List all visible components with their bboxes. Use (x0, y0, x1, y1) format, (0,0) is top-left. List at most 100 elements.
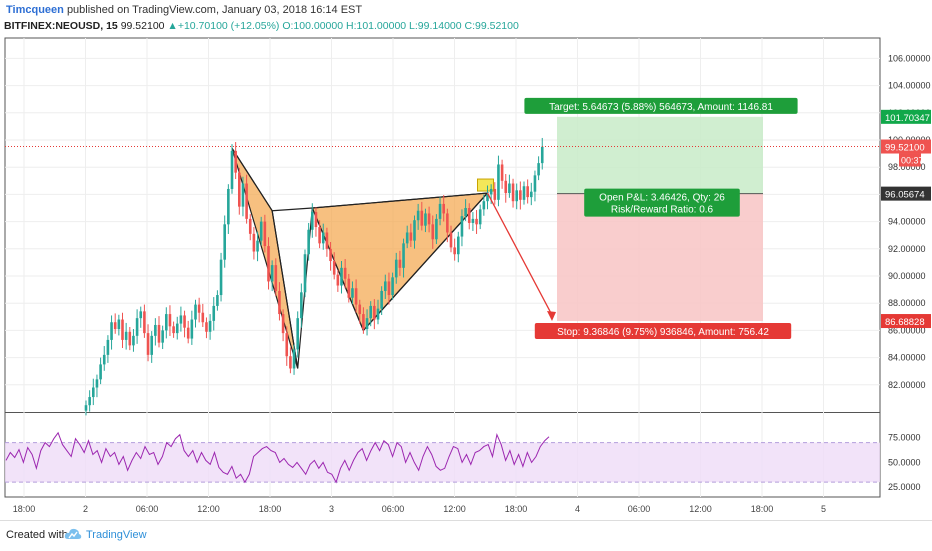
candle-body (278, 290, 281, 315)
candle-body (139, 311, 143, 319)
candle-body (223, 224, 226, 260)
x-tick-label: 18:00 (13, 504, 36, 514)
candle-body (453, 247, 456, 255)
candle-body (84, 405, 88, 411)
candle-body (168, 314, 172, 327)
candle-body (300, 292, 303, 319)
candle-body (351, 288, 354, 298)
candle-body (110, 322, 113, 340)
candle-body (449, 232, 453, 248)
candle-body (197, 304, 201, 313)
symbol-line: BITFINEX:NEOUSD, 15 99.52100 ▲+10.70100 … (4, 20, 519, 32)
candle-body (354, 288, 358, 305)
candle-body (321, 232, 325, 244)
candle-body (303, 254, 307, 293)
tradingview-brand-link[interactable]: TradingView (86, 529, 147, 541)
countdown-text: 00:37 (901, 156, 924, 166)
candle-body (88, 397, 91, 406)
candle-body (175, 323, 179, 334)
candle-body (241, 183, 245, 207)
candle-body (248, 218, 252, 234)
high-value: H:101.00000 (345, 20, 407, 32)
candle-body (427, 213, 431, 225)
candle-body (482, 201, 486, 210)
candle-body (500, 164, 504, 181)
x-tick-label: 12:00 (443, 504, 466, 514)
price-tag (881, 186, 931, 201)
candle-body (256, 240, 259, 252)
candle-body (347, 278, 351, 298)
candle-body (376, 308, 380, 320)
rsi-line (5, 431, 550, 484)
candle-body (281, 314, 285, 334)
symbol-name[interactable]: BITFINEX:NEOUSD, 15 (4, 20, 118, 32)
prz-box (477, 178, 494, 192)
price-tag (881, 139, 931, 154)
price-tag-text: 86.68828 (885, 317, 925, 328)
candle-body (285, 333, 289, 357)
candle-body (208, 320, 212, 332)
low-value: L:99.14000 (409, 20, 462, 32)
candle-body (329, 248, 332, 262)
candle-body (263, 221, 267, 247)
up-arrow-icon: ▲ (167, 20, 178, 32)
candle-body (234, 150, 237, 173)
candle-body (424, 213, 427, 226)
candle-body (442, 203, 445, 214)
candle-body (398, 259, 402, 268)
target-zone (557, 116, 763, 194)
candle-body (194, 304, 197, 320)
x-tick-label: 18:00 (505, 504, 528, 514)
candle-body (102, 354, 106, 365)
candle-body (259, 221, 263, 241)
candle-body (497, 164, 500, 200)
candle-body (446, 213, 449, 233)
created-with-text: Created with (6, 529, 68, 541)
candle-body (358, 304, 362, 315)
candle-body (464, 208, 467, 217)
y-tick-label: 86.00000 (888, 325, 926, 335)
candle-body (413, 220, 416, 241)
candle-body (493, 188, 497, 200)
candle-body (289, 356, 292, 369)
candle-body (438, 203, 442, 219)
stop-arrow-line (486, 192, 553, 316)
price-tag-text: 99.52100 (885, 143, 925, 154)
candle-body (409, 232, 413, 241)
rsi-tick-label: 50.0000 (888, 457, 921, 467)
price-chart[interactable]: 18:00 2 06:00 12:00 18:00 3 06:00 12:00 18:00 4 06… (0, 0, 932, 520)
candle-body (274, 265, 278, 291)
candle-body (405, 232, 409, 244)
candle-body (504, 180, 508, 194)
candle-body (296, 318, 299, 350)
countdown-bg (899, 153, 921, 167)
stop-arrow-head (547, 311, 556, 322)
x-tick-label: 12:00 (689, 504, 712, 514)
stop-label-text: Stop: 9.36846 (9.75%) 936846, Amount: 75… (557, 327, 769, 338)
author-link[interactable]: Timcqueen (6, 4, 64, 16)
x-tick-label: 06:00 (382, 504, 405, 514)
candle-body (420, 210, 424, 226)
candle-body (402, 243, 405, 268)
candle-body (227, 188, 230, 225)
candle-body (106, 339, 110, 355)
candle-body (457, 236, 460, 255)
candles (84, 137, 544, 416)
candle-body (467, 208, 471, 223)
price-tag-text: 96.05674 (885, 190, 925, 201)
candle-body (486, 194, 489, 202)
candle-body (530, 191, 533, 198)
candle-body (533, 175, 537, 192)
candle-body (117, 319, 121, 330)
candle-body (132, 335, 135, 346)
candle-body (230, 150, 234, 189)
candle-body (515, 190, 518, 202)
candle-body (267, 246, 270, 282)
rsi-tick-label: 75.0000 (888, 433, 921, 443)
candle-body (245, 183, 248, 219)
candle-body (128, 331, 132, 346)
target-label-bg (524, 97, 798, 114)
chart-header: Timcqueen published on TradingView.com, … (0, 0, 932, 36)
y-tick-label: 94.00000 (888, 217, 926, 227)
y-tick-label: 98.00000 (888, 162, 926, 172)
